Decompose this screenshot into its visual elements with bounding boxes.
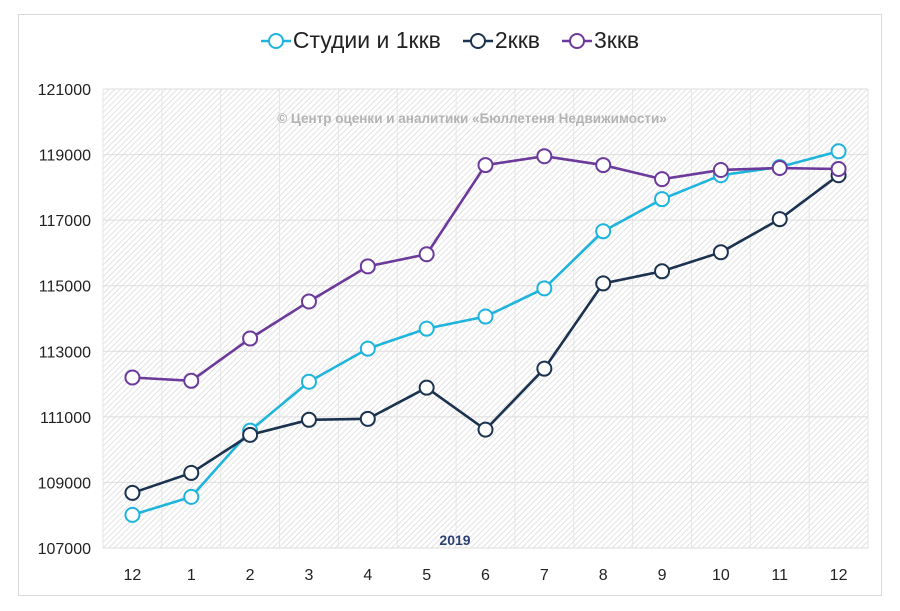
x-tick-label: 8 [599,567,608,584]
legend-item: 3ккв [562,27,639,54]
data-point [477,308,494,325]
legend-label: 3ккв [594,27,640,53]
y-tick-label: 115000 [39,279,91,296]
data-point [124,506,141,523]
data-point [242,426,259,443]
data-point [300,293,317,310]
x-tick-label: 5 [422,567,431,584]
legend-item: 2ккв [462,27,541,54]
x-tick-label: 2 [246,567,255,584]
data-point [477,157,494,174]
data-point [654,191,671,208]
legend-marker-icon [562,32,593,49]
data-point [183,464,200,481]
data-point [183,488,200,505]
chart-frame [18,14,882,596]
data-point [830,143,847,160]
data-point [418,379,435,396]
data-point [359,410,376,427]
data-point [595,223,612,240]
x-tick-label: 12 [124,567,142,584]
data-point [418,246,435,263]
data-point [830,160,847,177]
watermark-text: © Центр оценки и аналитики «Бюллетеня Не… [277,111,667,126]
data-point [536,148,553,165]
y-tick-label: 109000 [38,475,91,492]
data-point [124,484,141,501]
y-tick-label: 107000 [38,541,91,558]
data-point [771,211,788,228]
data-point [654,171,671,188]
data-point [242,330,259,347]
y-tick-label: 111000 [40,410,91,427]
data-point [359,258,376,275]
data-point [595,275,612,292]
data-point [359,340,376,357]
x-tick-label: 12 [830,567,848,584]
y-tick-label: 113000 [39,344,91,361]
data-point [712,244,729,261]
data-point [595,157,612,174]
data-point [477,421,494,438]
legend-label: Студии и 1ккв [292,27,441,53]
x-tick-label: 1 [187,567,196,584]
legend-marker-icon [260,32,291,49]
y-tick-label: 119000 [39,148,91,165]
x-tick-label: 4 [363,567,372,584]
x-tick-label: 6 [481,567,490,584]
legend-label: 2ккв [494,27,541,53]
data-point [536,360,553,377]
x-tick-label: 7 [540,567,549,584]
x-tick-label: 9 [658,567,667,584]
legend-marker-icon [462,32,493,49]
y-tick-label: 121000 [38,82,91,99]
data-point [183,372,200,389]
legend-item: Студии и 1ккв [260,27,441,54]
data-point [124,369,141,386]
year-label: 2019 [439,532,470,548]
series-2 [124,167,847,501]
data-point [712,161,729,178]
x-tick-label: 10 [712,567,730,584]
data-point [300,373,317,390]
data-point [300,411,317,428]
y-tick-label: 117000 [39,213,91,230]
series-3 [124,148,847,389]
x-tick-label: 11 [771,567,788,584]
data-point [536,280,553,297]
data-point [654,263,671,280]
x-tick-label: 3 [305,567,314,584]
data-point [418,320,435,337]
data-point [771,160,788,177]
legend: Студии и 1ккв 2ккв 3ккв [0,27,900,54]
